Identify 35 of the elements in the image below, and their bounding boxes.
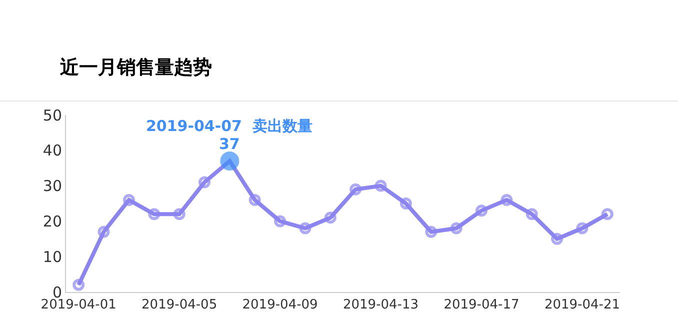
annotation: 37 — [219, 135, 240, 153]
y-tick-label: 50 — [42, 106, 62, 124]
point — [551, 232, 564, 245]
point — [601, 208, 614, 220]
x-tick-label: 2019-04-21 — [544, 298, 620, 313]
x-tick-label: 2019-04-13 — [342, 298, 419, 313]
chart-title: 近一月销售量趋势 — [59, 56, 212, 79]
x-tick-label: 2019-04-05 — [142, 298, 218, 313]
point — [576, 222, 588, 234]
point — [374, 180, 387, 192]
x-tick-label: 2019-04-09 — [242, 298, 318, 313]
y-tick-label: 30 — [42, 177, 62, 196]
point — [173, 208, 186, 220]
x-tick-label: 2019-04-01 — [40, 298, 116, 313]
point — [350, 183, 362, 196]
point — [450, 222, 462, 234]
y-tick-label: 20 — [42, 212, 62, 230]
point — [500, 194, 513, 206]
point — [274, 215, 286, 228]
point — [324, 212, 336, 224]
point — [72, 278, 85, 291]
x-tick-label: 2019-04-17 — [444, 298, 520, 313]
point — [122, 194, 135, 206]
point — [198, 176, 210, 188]
point — [299, 222, 312, 234]
point — [148, 208, 160, 220]
annotation: 2019-04-07 卖出数量 — [146, 117, 312, 135]
point — [476, 204, 488, 217]
point — [526, 208, 538, 220]
point — [425, 226, 438, 238]
y-tick-label: 10 — [42, 248, 62, 266]
point — [248, 194, 261, 206]
point — [400, 198, 412, 210]
y-tick-label: 40 — [42, 142, 62, 160]
point — [98, 226, 110, 238]
